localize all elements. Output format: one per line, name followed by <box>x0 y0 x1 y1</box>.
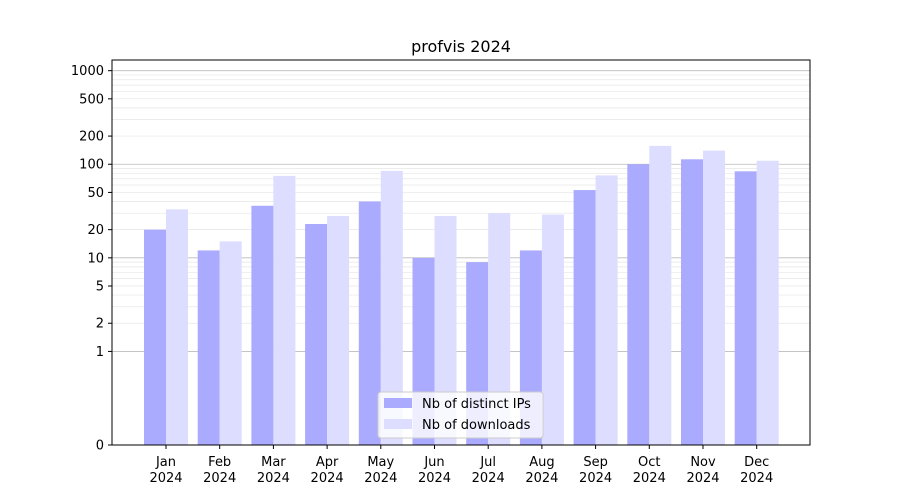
bar-distinct-ips <box>573 190 596 445</box>
x-tick-label-month: Jul <box>479 455 496 470</box>
x-tick-label-month: May <box>367 455 394 470</box>
x-tick-label-month: Feb <box>208 455 231 470</box>
x-tick-label-month: Nov <box>690 455 716 470</box>
y-tick-label: 20 <box>87 223 104 238</box>
y-tick-label: 200 <box>79 130 104 145</box>
y-axis: 0 1 2 5 10 20 50 100 200 500 1000 <box>71 64 112 454</box>
y-tick-label: 0 <box>96 439 104 454</box>
bar-downloads <box>541 214 564 445</box>
bar-distinct-ips <box>734 171 757 445</box>
x-tick-label-year: 2024 <box>633 471 666 486</box>
bar-distinct-ips <box>305 223 328 445</box>
y-tick-label: 1 <box>96 345 104 360</box>
bar-downloads <box>595 175 618 445</box>
x-tick-label-year: 2024 <box>311 471 344 486</box>
bar-distinct-ips <box>681 159 703 446</box>
bar-downloads <box>434 215 457 445</box>
x-tick-label-year: 2024 <box>472 471 505 486</box>
legend-label-downloads: Nb of downloads <box>422 418 531 433</box>
x-tick-label-year: 2024 <box>740 471 773 486</box>
x-tick-label-year: 2024 <box>364 471 397 486</box>
y-tick-label: 50 <box>87 186 104 201</box>
bar-downloads <box>703 150 725 445</box>
legend-box <box>377 391 544 439</box>
x-tick-label-month: Apr <box>316 455 339 470</box>
x-tick-label-month: Aug <box>529 455 554 470</box>
x-tick-label-year: 2024 <box>418 471 451 486</box>
bar-distinct-ips <box>627 164 650 445</box>
x-tick-label-month: Mar <box>261 455 286 470</box>
bar-downloads <box>649 145 672 445</box>
x-tick-label-year: 2024 <box>579 471 612 486</box>
bar-downloads <box>756 160 779 446</box>
x-tick-label-month: Sep <box>583 455 608 470</box>
bar-downloads <box>219 241 242 445</box>
y-tick-label: 2 <box>96 317 104 332</box>
x-axis: Jan2024Feb2024Mar2024Apr2024May2024Jun20… <box>149 445 773 486</box>
x-tick-label-year: 2024 <box>203 471 236 486</box>
legend-swatch-downloads <box>384 419 412 429</box>
bar-distinct-ips <box>358 201 381 445</box>
y-tick-label: 500 <box>79 92 104 107</box>
y-tick-label: 5 <box>96 280 104 295</box>
bar-downloads <box>166 209 188 445</box>
x-tick-label-year: 2024 <box>525 471 558 486</box>
y-tick-label: 10 <box>87 251 104 266</box>
x-tick-label-month: Dec <box>744 455 769 470</box>
bar-distinct-ips <box>144 229 166 445</box>
bar-downloads <box>327 215 350 445</box>
bar-distinct-ips <box>197 250 220 445</box>
x-tick-label-year: 2024 <box>257 471 290 486</box>
bar-downloads <box>273 175 296 445</box>
bars-layer <box>144 145 779 446</box>
chart-title: profvis 2024 <box>411 37 511 56</box>
plot-frame <box>111 59 811 446</box>
y-tick-label: 1000 <box>71 64 104 79</box>
bar-downloads <box>380 170 403 446</box>
x-tick-label-year: 2024 <box>149 471 182 486</box>
y-tick-label: 100 <box>79 158 104 173</box>
bar-downloads <box>488 213 511 445</box>
x-tick-label-year: 2024 <box>686 471 719 486</box>
legend-label-ips: Nb of distinct IPs <box>422 397 531 412</box>
x-tick-label-month: Jun <box>423 455 444 470</box>
legend: Nb of distinct IPs Nb of downloads <box>377 391 544 439</box>
x-tick-label-month: Jan <box>155 455 176 470</box>
legend-swatch-ips <box>384 398 412 408</box>
x-tick-label-month: Oct <box>638 455 660 470</box>
bar-distinct-ips <box>251 205 274 445</box>
